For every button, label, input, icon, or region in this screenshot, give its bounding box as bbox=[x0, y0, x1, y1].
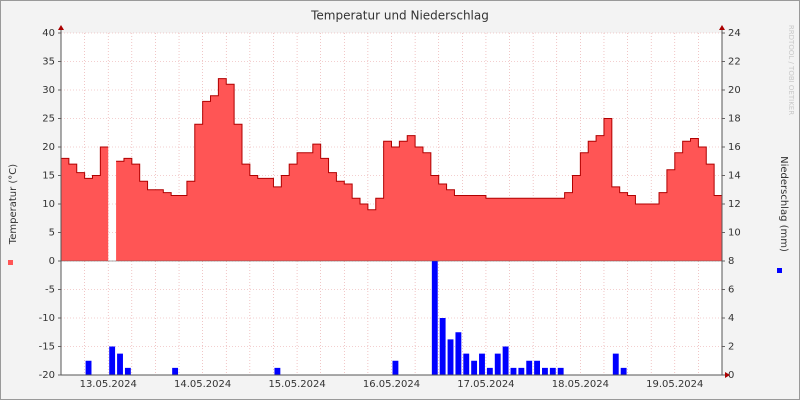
axis-arrow bbox=[58, 25, 64, 30]
precipitation-bar bbox=[549, 367, 556, 375]
y-tick-label: -20 bbox=[39, 370, 55, 381]
y2-tick-label: 4 bbox=[728, 313, 734, 324]
precipitation-bar bbox=[518, 367, 525, 375]
y2-tick-label: 8 bbox=[728, 256, 734, 267]
y2-tick-label: 24 bbox=[728, 28, 741, 39]
y-tick-label: 30 bbox=[42, 85, 55, 96]
axis-arrow bbox=[725, 372, 730, 378]
precipitation-bar bbox=[494, 353, 501, 375]
x-tick-label: 18.05.2024 bbox=[552, 379, 609, 390]
y-tick-label: 40 bbox=[42, 28, 55, 39]
precipitation-bar bbox=[447, 339, 454, 375]
precipitation-bar bbox=[455, 332, 462, 375]
precipitation-bar bbox=[124, 367, 131, 375]
x-tick-label: 17.05.2024 bbox=[457, 379, 514, 390]
precipitation-bar bbox=[392, 360, 399, 375]
y-tick-label: -10 bbox=[39, 313, 55, 324]
legend-swatch bbox=[8, 260, 13, 265]
y-tick-label: 0 bbox=[49, 256, 55, 267]
precipitation-bar bbox=[620, 367, 627, 375]
temperature-line bbox=[61, 146, 109, 179]
x-tick-label: 16.05.2024 bbox=[363, 379, 420, 390]
precipitation-bar bbox=[471, 360, 478, 375]
watermark: RRDTOOL / TOBI OETIKER bbox=[787, 25, 795, 115]
precipitation-bar bbox=[486, 367, 493, 375]
precipitation-bar bbox=[117, 353, 123, 375]
precipitation-bar bbox=[534, 360, 541, 375]
y-tick-label: 15 bbox=[42, 171, 55, 182]
precipitation-bar bbox=[109, 346, 116, 375]
precipitation-bar bbox=[612, 353, 619, 375]
chart-title: Temperatur und Niederschlag bbox=[310, 9, 489, 23]
precipitation-bar bbox=[542, 367, 548, 375]
y2-tick-label: 6 bbox=[728, 285, 734, 296]
temperature-line bbox=[116, 78, 722, 211]
y2-axis-label: Niederschlag (mm) bbox=[778, 156, 789, 252]
y-tick-label: 5 bbox=[49, 228, 55, 239]
y-tick-label: -5 bbox=[45, 285, 55, 296]
y-tick-label: 10 bbox=[42, 199, 55, 210]
axis-arrow bbox=[719, 25, 725, 30]
x-tick-label: 19.05.2024 bbox=[646, 379, 703, 390]
precipitation-bar bbox=[502, 346, 509, 375]
x-tick-label: 15.05.2024 bbox=[268, 379, 325, 390]
precipitation-bar bbox=[85, 360, 92, 375]
y2-tick-label: 0 bbox=[728, 370, 734, 381]
precipitation-bar bbox=[526, 360, 533, 375]
y-tick-label: -15 bbox=[39, 342, 55, 353]
x-tick-label: 14.05.2024 bbox=[174, 379, 231, 390]
legend-swatch bbox=[777, 268, 782, 273]
y2-tick-label: 10 bbox=[728, 228, 741, 239]
y2-tick-label: 2 bbox=[728, 342, 734, 353]
y-tick-label: 25 bbox=[42, 114, 55, 125]
precipitation-bar bbox=[439, 318, 446, 375]
y-axis-label: Temperatur (°C) bbox=[8, 164, 19, 245]
y2-tick-label: 12 bbox=[728, 199, 741, 210]
precipitation-bar bbox=[557, 367, 564, 375]
y-tick-label: 35 bbox=[42, 57, 55, 68]
precipitation-bar bbox=[431, 261, 438, 375]
y2-tick-label: 22 bbox=[728, 57, 741, 68]
precipitation-bar bbox=[479, 353, 485, 375]
y-tick-label: 20 bbox=[42, 142, 55, 153]
precipitation-bar bbox=[463, 353, 470, 375]
y2-tick-label: 16 bbox=[728, 142, 741, 153]
precipitation-bar bbox=[510, 367, 517, 375]
y2-tick-label: 18 bbox=[728, 114, 741, 125]
precipitation-bar bbox=[172, 367, 179, 375]
precipitation-bar bbox=[274, 367, 281, 375]
plot-layer: -20-15-10-505101520253035400246810121416… bbox=[8, 25, 782, 390]
x-tick-label: 13.05.2024 bbox=[80, 379, 137, 390]
temperature-area bbox=[116, 78, 723, 261]
y2-tick-label: 20 bbox=[728, 85, 741, 96]
y2-tick-label: 14 bbox=[728, 171, 741, 182]
